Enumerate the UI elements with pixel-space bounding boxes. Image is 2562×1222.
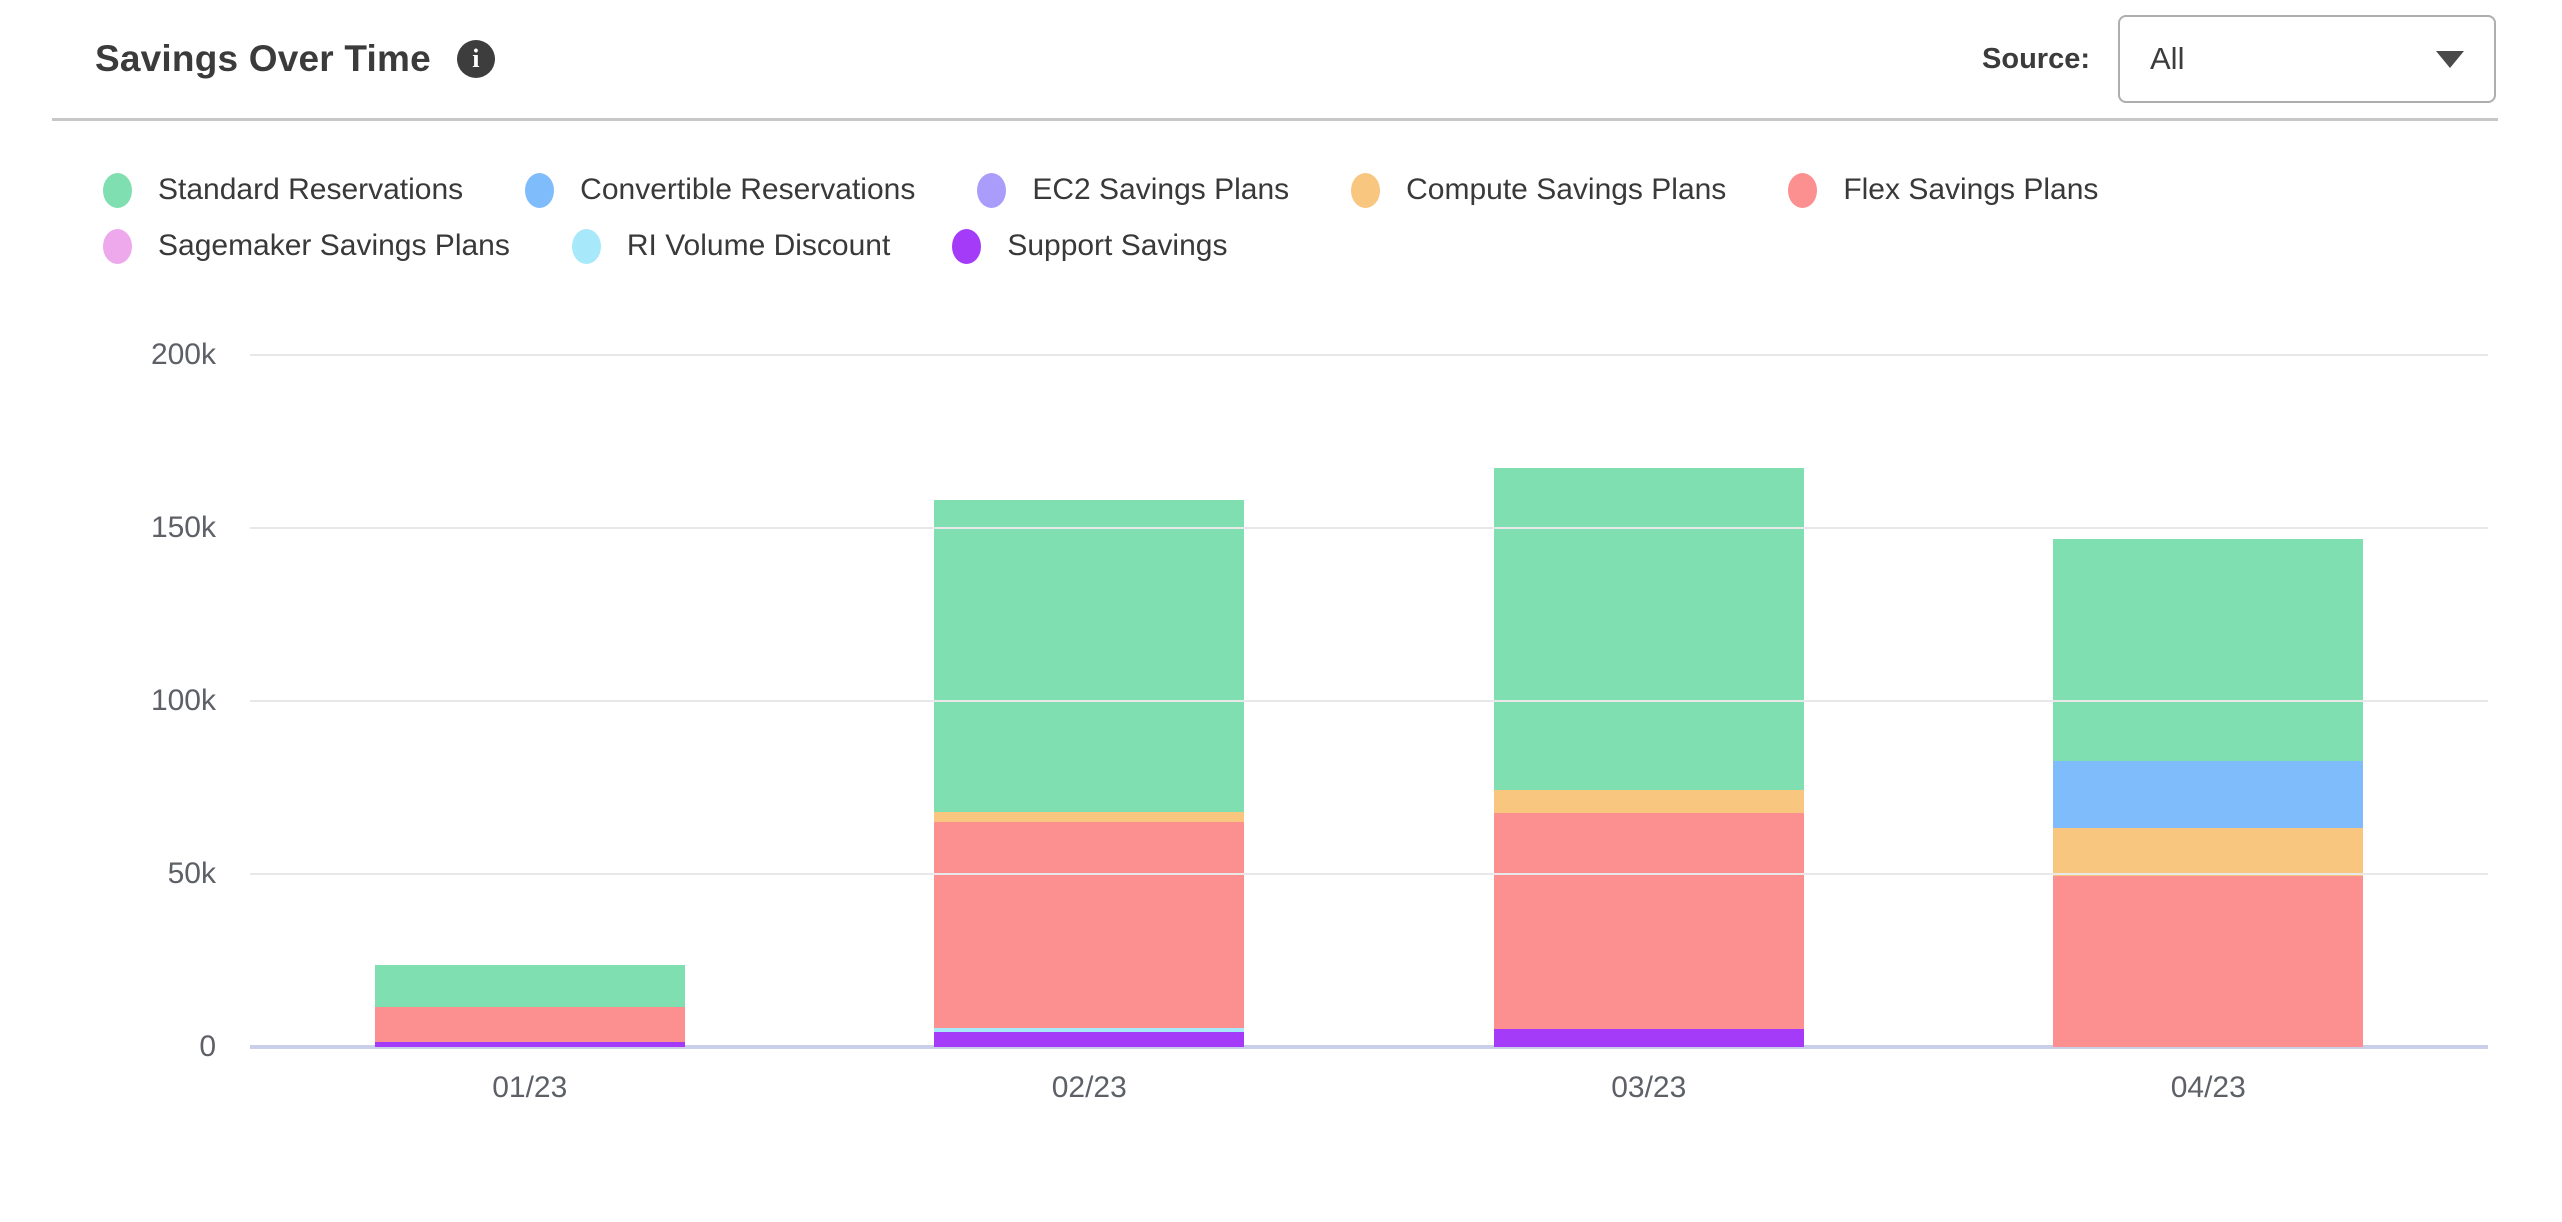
bar-segment-flex-savings-plans[interactable]	[1493, 813, 1804, 1030]
bar-segment-support-savings[interactable]	[1493, 1029, 1804, 1047]
card-header: Savings Over Time i Source: All	[0, 0, 2562, 118]
source-dropdown[interactable]: All	[2118, 15, 2496, 103]
legend-dot-icon	[525, 172, 555, 208]
x-axis-tick-label: 04/23	[2170, 1071, 2246, 1104]
source-label: Source:	[1982, 42, 2090, 75]
legend-label: Support Savings	[1007, 229, 1228, 262]
legend-item-convertible-reservations[interactable]: Convertible Reservations	[525, 172, 916, 208]
header-divider	[52, 118, 2498, 121]
legend-item-support-savings[interactable]: Support Savings	[952, 228, 1228, 264]
bar-slot-02-23	[810, 355, 1370, 1047]
bar-segment-standard-reservations[interactable]	[934, 500, 1245, 813]
bar-slot-03-23	[1369, 355, 1929, 1047]
legend-item-flex-savings-plans[interactable]: Flex Savings Plans	[1788, 172, 2099, 208]
legend-item-ri-volume-discount[interactable]: RI Volume Discount	[571, 228, 891, 264]
bar-segment-support-savings[interactable]	[374, 1041, 685, 1047]
bar-slot-04-23	[1929, 355, 2489, 1047]
legend-item-ec2-savings-plans[interactable]: EC2 Savings Plans	[977, 172, 1290, 208]
legend-label: EC2 Savings Plans	[1032, 173, 1290, 206]
y-axis-tick-label: 0	[199, 1030, 216, 1063]
bar-segment-ri-volume-discount[interactable]	[934, 1028, 1245, 1033]
legend-label: Convertible Reservations	[580, 173, 916, 206]
legend-row: Sagemaker Savings Plans RI Volume Discoun…	[103, 224, 2502, 268]
legend-dot-icon	[103, 228, 132, 264]
bar-segment-compute-savings-plans[interactable]	[2053, 827, 2364, 877]
y-axis-tick-label: 50k	[167, 857, 216, 890]
x-axis-tick-label: 03/23	[1611, 1071, 1687, 1104]
legend-item-standard-reservations[interactable]: Standard Reservations	[103, 172, 464, 208]
legend-dot-icon	[1788, 172, 1818, 208]
info-icon[interactable]: i	[456, 40, 495, 78]
page-title: Savings Over Time	[95, 38, 431, 79]
gridline	[250, 873, 2488, 875]
legend-item-compute-savings-plans[interactable]: Compute Savings Plans	[1351, 172, 1727, 208]
legend-label: Compute Savings Plans	[1406, 173, 1727, 206]
bar-slot-01-23	[250, 355, 810, 1047]
chart-legend: Standard Reservations Convertible Reserva…	[103, 168, 2502, 268]
plot-area: 200k 150k 100k 50k 0	[151, 338, 2488, 1063]
bar-segment-flex-savings-plans[interactable]	[934, 821, 1245, 1029]
stacked-bar-01-23	[374, 964, 685, 1047]
bar-segment-standard-reservations[interactable]	[1493, 468, 1804, 790]
x-axis-labels: 01/23 02/23 03/23 04/23	[250, 1071, 2488, 1105]
legend-dot-icon	[977, 172, 1007, 208]
bar-segment-compute-savings-plans[interactable]	[934, 812, 1245, 822]
bar-segment-convertible-reservations[interactable]	[2053, 760, 2364, 828]
gridline	[250, 354, 2488, 356]
source-dropdown-value: All	[2150, 41, 2185, 76]
stacked-bar-03-23	[1493, 468, 1804, 1047]
legend-label: Flex Savings Plans	[1843, 173, 2099, 206]
stacked-bar-02-23	[934, 500, 1245, 1047]
legend-dot-icon	[952, 228, 982, 264]
legend-dot-icon	[1351, 172, 1381, 208]
x-axis-tick-label: 01/23	[492, 1071, 568, 1104]
legend-dot-icon	[571, 228, 601, 264]
bar-slots	[250, 355, 2488, 1047]
y-axis-tick-label: 150k	[150, 511, 216, 544]
legend-row: Standard Reservations Convertible Reserva…	[103, 168, 2502, 212]
gridline	[250, 700, 2488, 702]
legend-label: Standard Reservations	[158, 173, 464, 206]
bar-segment-standard-reservations[interactable]	[2053, 538, 2364, 761]
gridline	[250, 527, 2488, 529]
y-axis-tick-label: 100k	[150, 684, 216, 717]
bar-segment-support-savings[interactable]	[934, 1032, 1245, 1047]
legend-item-sagemaker-savings-plans[interactable]: Sagemaker Savings Plans	[103, 228, 510, 264]
y-axis-tick-label: 200k	[150, 338, 216, 371]
bar-segment-flex-savings-plans[interactable]	[374, 1007, 685, 1042]
bar-segment-compute-savings-plans[interactable]	[1493, 789, 1804, 814]
legend-dot-icon	[103, 172, 132, 208]
legend-label: Sagemaker Savings Plans	[158, 229, 510, 262]
stacked-bar-04-23	[2053, 538, 2364, 1047]
x-axis-line	[250, 1045, 2488, 1049]
chevron-down-icon	[2436, 50, 2464, 68]
bar-segment-flex-savings-plans[interactable]	[2053, 876, 2364, 1047]
legend-label: RI Volume Discount	[626, 229, 891, 262]
bar-segment-standard-reservations[interactable]	[374, 964, 685, 1008]
x-axis-tick-label: 02/23	[1051, 1071, 1127, 1104]
